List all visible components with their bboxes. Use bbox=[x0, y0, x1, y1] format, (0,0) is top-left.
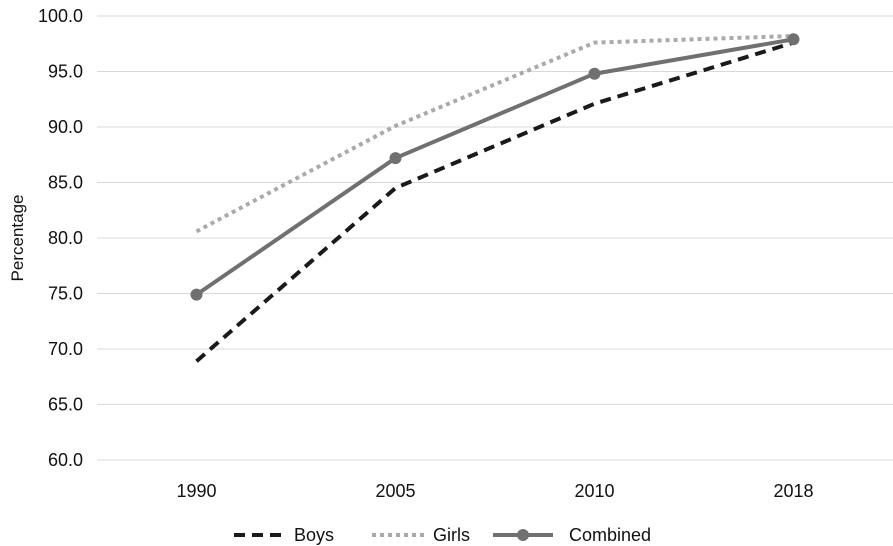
data-point-combined bbox=[190, 288, 203, 301]
series-line-boys bbox=[195, 40, 795, 363]
data-point-combined bbox=[588, 67, 601, 80]
series-lines bbox=[190, 33, 800, 363]
x-tick-label: 2018 bbox=[773, 481, 813, 501]
y-tick-label: 90.0 bbox=[48, 117, 83, 137]
legend-label-girls: Girls bbox=[433, 525, 470, 545]
x-axis-ticks: 1990 2005 2010 2018 bbox=[176, 481, 813, 501]
data-point-combined bbox=[389, 152, 402, 165]
x-tick-label: 1990 bbox=[176, 481, 216, 501]
y-tick-label: 95.0 bbox=[48, 62, 83, 82]
y-axis-ticks: 60.0 65.0 70.0 75.0 80.0 85.0 90.0 95.0 100.0 bbox=[38, 6, 83, 470]
y-tick-label: 65.0 bbox=[48, 395, 83, 415]
y-tick-label: 85.0 bbox=[48, 173, 83, 193]
legend: Boys Girls Combined bbox=[234, 525, 651, 545]
legend-label-boys: Boys bbox=[294, 525, 334, 545]
y-tick-label: 70.0 bbox=[48, 339, 83, 359]
legend-label-combined: Combined bbox=[569, 525, 651, 545]
series-line-combined bbox=[195, 37, 794, 297]
y-tick-label: 60.0 bbox=[48, 450, 83, 470]
legend-marker-combined bbox=[517, 529, 529, 541]
gridlines bbox=[97, 15, 893, 461]
series-line-girls bbox=[195, 33, 794, 234]
data-point-combined bbox=[787, 33, 800, 46]
y-tick-label: 75.0 bbox=[48, 284, 83, 304]
x-tick-label: 2010 bbox=[574, 481, 614, 501]
y-tick-label: 100.0 bbox=[38, 6, 83, 26]
y-tick-label: 80.0 bbox=[48, 228, 83, 248]
x-tick-label: 2005 bbox=[375, 481, 415, 501]
y-axis-title: Percentage bbox=[8, 195, 27, 282]
